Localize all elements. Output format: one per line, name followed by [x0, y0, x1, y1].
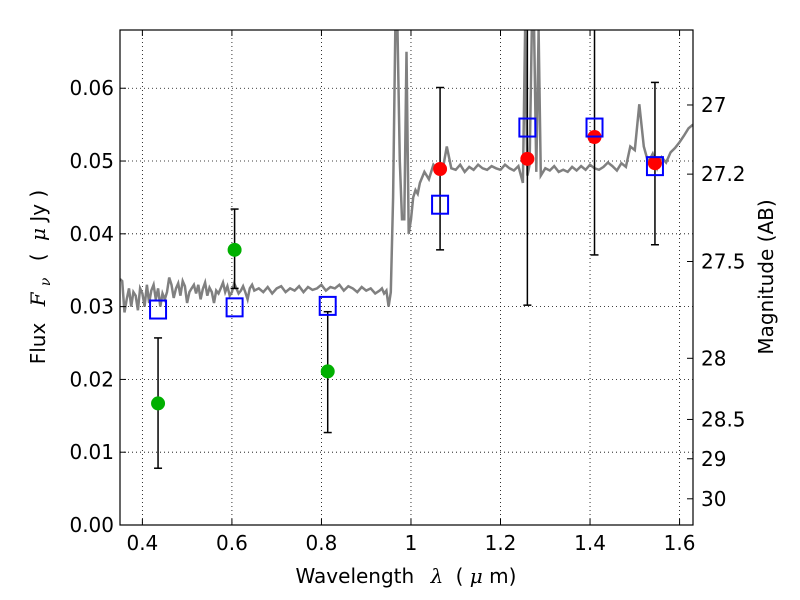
- x-axis-label-text: Wavelength: [296, 564, 415, 588]
- y-tick-label: 0.04: [69, 222, 114, 246]
- marker-layer: [149, 117, 664, 411]
- y-tick-label: 0.00: [69, 513, 114, 537]
- model-square-marker: [645, 156, 664, 177]
- x-tick-label: 1.4: [574, 531, 606, 555]
- model-square-marker: [225, 297, 244, 318]
- spectrum-layer: [120, 30, 693, 313]
- y-axis-label-mu: μ: [26, 228, 50, 241]
- axes-frame: [119, 29, 694, 526]
- red-data-point: [433, 162, 448, 177]
- x-tick-label: 0.8: [306, 531, 338, 555]
- y-axis-label-symbol: F: [26, 291, 50, 307]
- y2-axis-label: Magnitude (AB): [754, 199, 778, 354]
- model-square-marker: [318, 295, 337, 316]
- x-tick-label: 1: [405, 531, 418, 555]
- y-tick-label: 0.03: [69, 295, 114, 319]
- red-data-point: [647, 156, 662, 171]
- y2-tick-label: 29: [701, 447, 726, 471]
- x-tick-label: 1.6: [664, 531, 696, 555]
- x-axis-label-mu: μ: [470, 564, 483, 588]
- x-tick-label: 0.4: [126, 531, 158, 555]
- model-square-marker: [149, 299, 168, 320]
- y2-tick-label: 27.2: [701, 162, 746, 186]
- x-axis-label-symbol: λ: [430, 564, 444, 588]
- y2-tick-label: 27: [701, 93, 726, 117]
- green-data-point: [320, 364, 335, 379]
- y-tick-label: 0.06: [69, 76, 114, 100]
- x-axis-label-unit: m): [489, 564, 516, 588]
- y-axis-label-paren: (: [26, 253, 50, 261]
- tick-labels: 0.4 0.6 0.8 1 1.2 1.4 1.6 0.00 0.01 0.02 0.03 0.04 0…: [69, 76, 745, 555]
- red-data-point: [520, 151, 535, 166]
- model-square-marker: [518, 117, 537, 138]
- y2-tick-label: 28.5: [701, 407, 746, 431]
- errorbar-layer: [154, 30, 659, 469]
- model-square-marker: [585, 117, 604, 138]
- model-square-marker: [431, 194, 450, 215]
- y-axis-label-subscript: ν: [38, 277, 54, 286]
- y-axis-label: Flux F ν ( μ Jy ): [26, 190, 55, 365]
- grid: [120, 30, 693, 526]
- x-tick-label: 1.2: [485, 531, 517, 555]
- y-tick-label: 0.01: [69, 440, 114, 464]
- green-data-point: [227, 242, 242, 257]
- green-data-point: [151, 396, 166, 411]
- y2-tick-label: 28: [701, 346, 726, 370]
- x-tick-label: 0.6: [216, 531, 248, 555]
- y-tick-label: 0.02: [69, 367, 114, 391]
- x-axis-label-paren: (: [456, 564, 464, 588]
- x-axis-label: Wavelength λ ( μ m): [296, 564, 517, 588]
- y-axis-label-unit: Jy ): [26, 190, 50, 224]
- y-axis-label-text: Flux: [26, 323, 50, 365]
- spectrum-line: [120, 30, 693, 313]
- y-tick-label: 0.05: [69, 149, 114, 173]
- plot-frame: [119, 29, 694, 526]
- y2-tick-label: 27.5: [701, 249, 746, 273]
- y2-tick-label: 30: [701, 487, 726, 511]
